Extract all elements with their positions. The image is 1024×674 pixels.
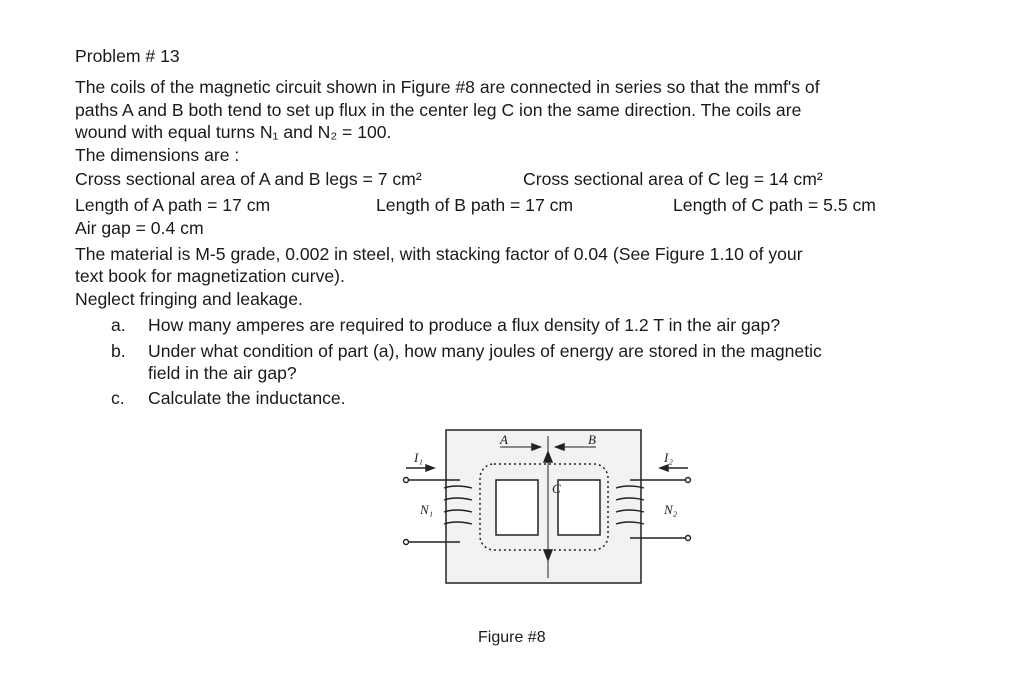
text-line: The coils of the magnetic circuit shown … — [75, 77, 820, 97]
dimension: Cross sectional area of C leg = 14 cm² — [523, 169, 823, 189]
question-line: Calculate the inductance. — [148, 388, 346, 408]
figure-label: N₂ — [663, 502, 678, 517]
dimension: Cross sectional area of A and B legs = 7… — [75, 169, 422, 189]
figure-label: N₁ — [419, 502, 433, 517]
question-marker: c. — [111, 388, 125, 408]
figure-label: C — [552, 481, 561, 496]
dimension: Length of B path = 17 cm — [376, 195, 574, 215]
figure-label: I₂ — [663, 450, 673, 465]
question-marker: a. — [111, 315, 126, 335]
dimension: Length of A path = 17 cm — [75, 195, 271, 215]
coils — [402, 463, 692, 546]
title: Problem # 13 — [75, 46, 180, 66]
question-line: field in the air gap? — [148, 363, 297, 383]
text-line: paths A and B both tend to set up flux i… — [75, 100, 802, 120]
text-line: Neglect fringing and leakage. — [75, 289, 303, 309]
core — [445, 429, 642, 584]
question-line: Under what condition of part (a), how ma… — [148, 341, 822, 361]
question-line: How many amperes are required to produce… — [148, 315, 781, 335]
text-line: text book for magnetization curve). — [75, 266, 345, 286]
figure-label: A — [499, 432, 508, 447]
text-line: The material is M-5 grade, 0.002 in stee… — [75, 244, 803, 264]
text-line: wound with equal turns N₁ and N₂ = 100. — [75, 122, 392, 142]
figure-label: I₁ — [413, 450, 423, 465]
figure-caption: Figure #8 — [478, 629, 546, 646]
text-line: The dimensions are : — [75, 145, 240, 165]
dimension: Length of C path = 5.5 cm — [673, 195, 876, 215]
figure-label: B — [588, 432, 596, 447]
dimension: Air gap = 0.4 cm — [75, 218, 204, 238]
question-marker: b. — [111, 341, 126, 361]
